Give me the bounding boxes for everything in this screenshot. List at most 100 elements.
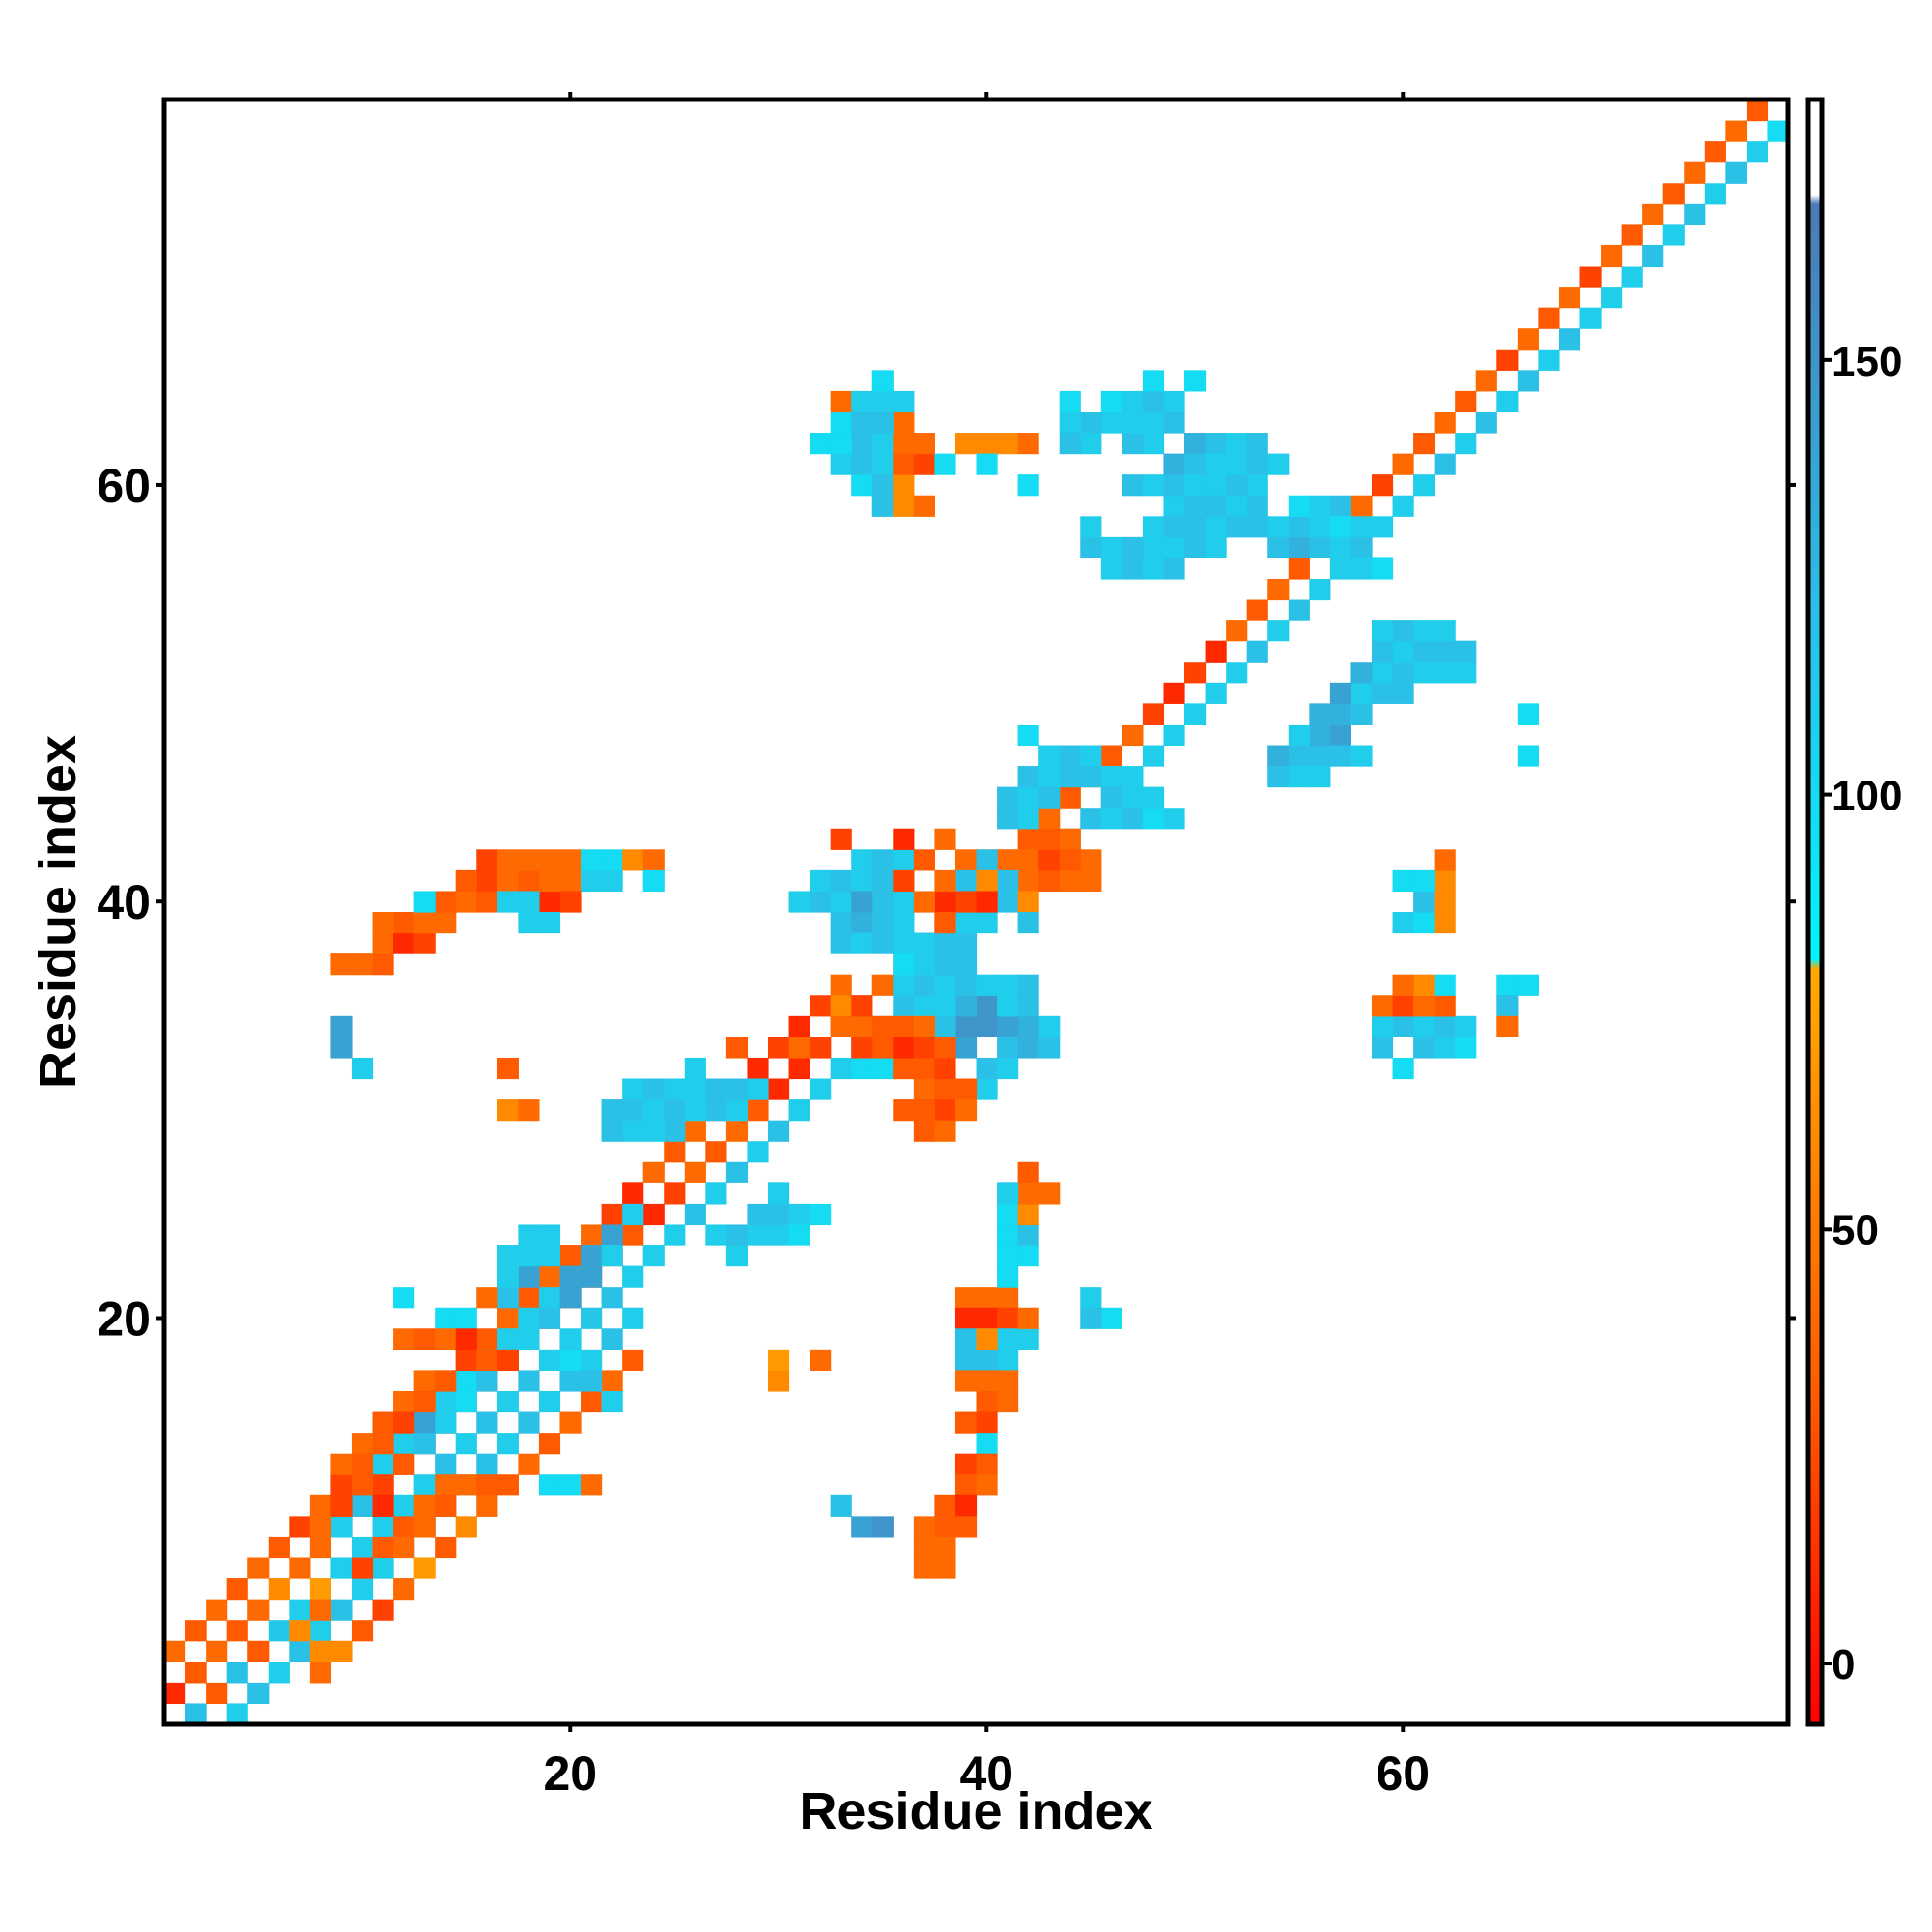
heatmap-cell: [997, 1390, 1019, 1413]
heatmap-cell: [518, 1224, 540, 1246]
heatmap-cell: [1246, 433, 1268, 455]
heatmap-cell: [934, 1494, 956, 1517]
heatmap-cell: [705, 1141, 727, 1163]
heatmap-cell: [788, 1099, 810, 1122]
heatmap-cell: [309, 1620, 332, 1642]
heatmap-cell: [664, 1141, 686, 1163]
heatmap-cell: [997, 891, 1019, 913]
heatmap-cell: [830, 891, 852, 913]
heatmap-cell: [538, 891, 561, 913]
heatmap-cell: [309, 1640, 332, 1662]
heatmap-cell: [1122, 786, 1144, 809]
heatmap-cell: [871, 932, 894, 954]
heatmap-cell: [1746, 99, 1769, 122]
heatmap-cell: [497, 1245, 519, 1267]
heatmap-cell: [309, 1662, 332, 1684]
heatmap-cell: [705, 1182, 727, 1205]
heatmap-cell: [518, 1411, 540, 1434]
heatmap-cell: [1100, 808, 1122, 830]
heatmap-cell: [1371, 662, 1394, 684]
heatmap-cell: [372, 932, 394, 954]
heatmap-cell: [518, 1099, 540, 1122]
heatmap-cell: [372, 1494, 394, 1517]
heatmap-cell: [1662, 183, 1685, 205]
heatmap-cell: [413, 891, 436, 913]
heatmap-cell: [1434, 869, 1456, 893]
heatmap-cell: [538, 1390, 561, 1413]
heatmap-cell: [1226, 620, 1248, 642]
heatmap-cell: [559, 1328, 582, 1350]
heatmap-cell: [1642, 244, 1664, 268]
heatmap-cell: [1413, 620, 1435, 642]
heatmap-cell: [1142, 370, 1165, 392]
heatmap-cell: [1100, 412, 1122, 434]
heatmap-cell: [705, 1099, 727, 1122]
heatmap-cell: [497, 891, 519, 913]
heatmap-cell: [1267, 766, 1290, 788]
heatmap-cell: [1184, 516, 1207, 538]
heatmap-cell: [997, 1203, 1019, 1226]
heatmap-cell: [934, 1057, 956, 1080]
heatmap-cell: [372, 1433, 394, 1455]
heatmap-cell: [1621, 224, 1643, 246]
heatmap-cell: [1288, 766, 1310, 788]
colorbar-tick-label: 50: [1832, 1207, 1879, 1254]
heatmap-cell: [913, 1099, 935, 1122]
heatmap-cell: [455, 1328, 477, 1350]
heatmap-cell: [830, 1057, 852, 1080]
heatmap-cell: [1288, 557, 1310, 580]
heatmap-cell: [372, 912, 394, 934]
heatmap-cell: [1100, 766, 1122, 788]
heatmap-cell: [893, 953, 915, 976]
heatmap-cell: [1601, 287, 1623, 309]
heatmap-cell: [518, 869, 540, 893]
heatmap-cell: [413, 1494, 436, 1517]
heatmap-cell: [1329, 495, 1352, 517]
heatmap-cell: [413, 932, 436, 954]
heatmap-cell: [871, 912, 894, 934]
heatmap-cell: [954, 1453, 978, 1475]
heatmap-cell: [1288, 724, 1310, 747]
heatmap-cell: [913, 1557, 935, 1579]
colorbar-tick-label: 150: [1832, 338, 1902, 385]
heatmap-cell: [1434, 974, 1456, 996]
heatmap-cell: [413, 1328, 436, 1350]
heatmap-cell: [1205, 536, 1227, 559]
heatmap-cell: [372, 1411, 394, 1434]
heatmap-cell: [913, 1536, 935, 1559]
heatmap-cell: [642, 1120, 665, 1142]
heatmap-cell: [518, 891, 540, 913]
heatmap-cell: [1122, 390, 1144, 413]
heatmap-cell: [810, 995, 832, 1017]
heatmap-cell: [1371, 640, 1394, 663]
heatmap-cell: [1163, 808, 1185, 830]
heatmap-cell: [1329, 703, 1352, 725]
heatmap-cell: [518, 1453, 540, 1475]
heatmap-cell: [954, 912, 978, 934]
heatmap-cell: [1267, 578, 1290, 601]
heatmap-cell: [788, 891, 810, 913]
heatmap-cell: [1059, 390, 1081, 413]
heatmap-cell: [1142, 412, 1165, 434]
heatmap-cell: [1309, 724, 1331, 747]
heatmap-cell: [1413, 995, 1435, 1017]
heatmap-cell: [954, 891, 978, 913]
heatmap-cell: [601, 869, 623, 893]
heatmap-cell: [601, 1099, 623, 1122]
heatmap-cell: [1434, 1015, 1456, 1037]
heatmap-cell: [1122, 433, 1144, 455]
heatmap-cell: [1080, 516, 1102, 538]
heatmap-cell: [435, 1494, 457, 1517]
heatmap-cell: [976, 1057, 998, 1080]
heatmap-cell: [1226, 453, 1248, 475]
heatmap-cell: [1246, 599, 1268, 621]
colorbar: [1808, 99, 1822, 1724]
heatmap-cell: [1017, 1245, 1039, 1267]
heatmap-cell: [851, 995, 873, 1017]
heatmap-cell: [913, 932, 935, 954]
plot-frame: [161, 97, 1791, 1727]
heatmap-cell: [1329, 516, 1352, 538]
heatmap-cell: [1434, 640, 1456, 663]
heatmap-cell: [954, 995, 978, 1017]
heatmap-cell: [538, 1224, 561, 1246]
